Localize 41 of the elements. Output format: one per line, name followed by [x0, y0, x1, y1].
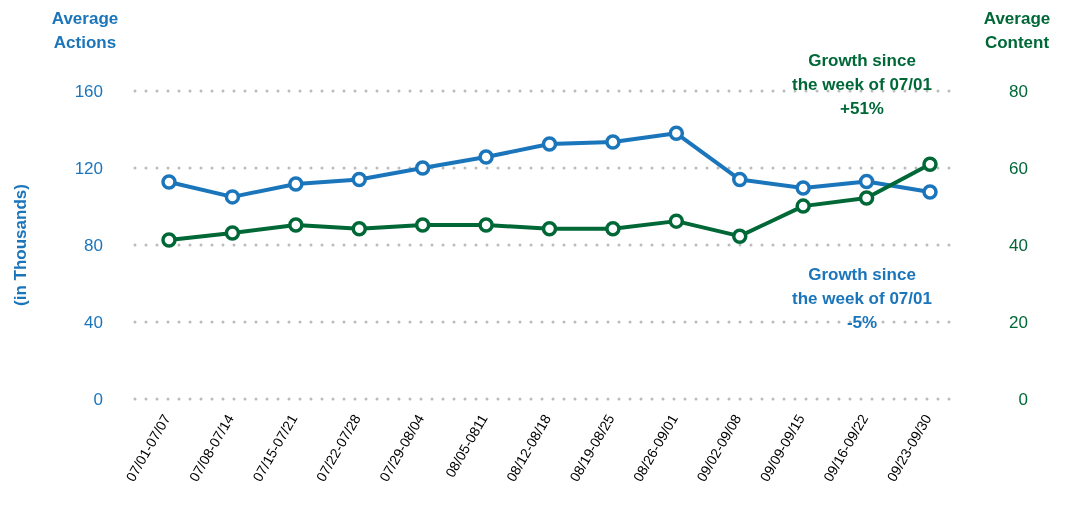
point [414, 217, 431, 233]
y2-axis-title: Average Content [983, 9, 1051, 52]
point [858, 190, 875, 206]
point [732, 171, 748, 188]
y2-tick-label: 80 [1009, 81, 1028, 101]
point [161, 232, 177, 248]
point [795, 180, 811, 196]
annotation: Growth since the week of 07/01 -5% [792, 265, 932, 332]
point [414, 160, 431, 176]
y-tick-label: 40 [84, 312, 103, 332]
point [224, 225, 241, 241]
y2-tick-label: 0 [1018, 389, 1028, 409]
point [161, 174, 177, 190]
point [922, 156, 938, 172]
y-tick-label: 160 [74, 81, 103, 101]
point [858, 173, 875, 190]
point [541, 136, 558, 152]
point [351, 221, 367, 237]
y-tick-label: 120 [74, 158, 103, 178]
y2-tick-label: 20 [1009, 312, 1028, 332]
point [288, 217, 304, 233]
point [224, 189, 241, 205]
point [478, 149, 494, 165]
point [668, 125, 685, 142]
annotation: Growth since the week of 07/01 +51% [792, 51, 932, 118]
point [478, 217, 494, 233]
text: (in Thousands) [11, 184, 30, 306]
y-tick-label: 80 [84, 235, 103, 255]
point [668, 213, 685, 229]
y-tick-label: 0 [93, 389, 103, 409]
point [922, 184, 938, 200]
y2-tick-label: 40 [1009, 235, 1028, 255]
point [541, 221, 558, 237]
y-axis-title: Average Actions [51, 9, 119, 52]
point [732, 228, 748, 244]
point [288, 176, 304, 192]
point [351, 171, 367, 188]
y2-tick-label: 60 [1009, 158, 1028, 178]
point [605, 134, 621, 150]
point [605, 221, 621, 237]
point [795, 198, 811, 214]
